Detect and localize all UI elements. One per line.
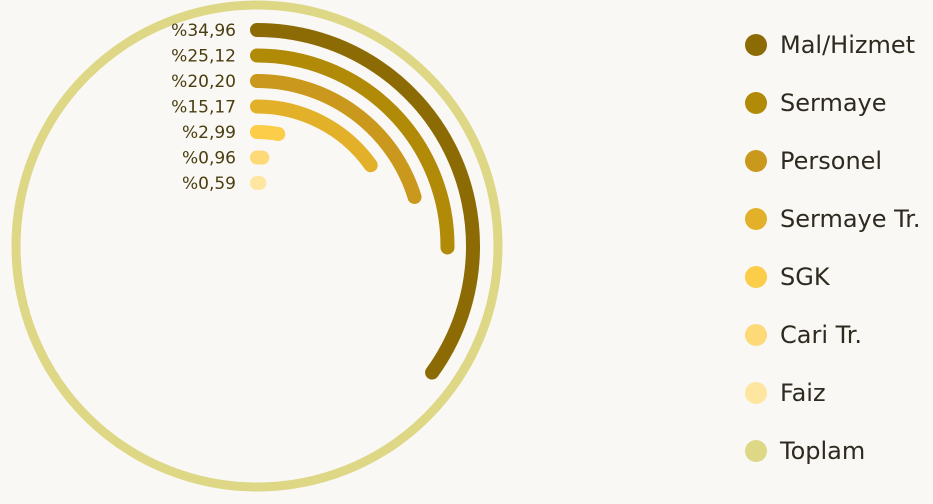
data-label-personel: %20,20	[171, 72, 236, 92]
chart-rings	[16, 5, 498, 487]
data-label-sermaye-tr: %15,17	[171, 98, 236, 118]
legend-label: Sermaye	[780, 89, 887, 117]
data-label-faiz: %0,59	[182, 174, 236, 194]
data-label-sermaye: %25,12	[171, 47, 236, 67]
legend-swatch	[745, 440, 767, 462]
legend-swatch	[745, 266, 767, 288]
legend-swatch	[745, 208, 767, 230]
data-label-cari-tr: %0,96	[182, 149, 236, 169]
legend-swatch	[745, 150, 767, 172]
legend-label: Cari Tr.	[780, 321, 862, 349]
legend-label: Personel	[780, 147, 882, 175]
legend-swatch	[745, 34, 767, 56]
legend-swatch	[745, 324, 767, 346]
legend-label: Toplam	[779, 437, 865, 465]
legend-label: Sermaye Tr.	[780, 205, 921, 233]
legend-item-sgk: SGK	[745, 263, 831, 291]
legend-item-toplam: Toplam	[745, 437, 865, 465]
legend-item-sermaye: Sermaye	[745, 89, 887, 117]
legend-swatch	[745, 92, 767, 114]
data-label-sgk: %2,99	[182, 123, 236, 143]
legend-label: SGK	[780, 263, 831, 291]
arc-sgk	[257, 132, 278, 134]
chart-labels: %34,96 %25,12 %20,20 %15,17 %2,99 %0,96 %0,59	[171, 21, 236, 194]
legend-label: Mal/Hizmet	[780, 31, 915, 59]
legend-item-sermaye-tr: Sermaye Tr.	[745, 205, 921, 233]
legend-item-mal-hizmet: Mal/Hizmet	[745, 31, 915, 59]
legend: Mal/Hizmet Sermaye Personel Sermaye Tr. SGK C…	[745, 31, 921, 465]
data-label-mal-hizmet: %34,96	[171, 21, 236, 41]
legend-item-faiz: Faiz	[745, 379, 826, 407]
legend-item-cari-tr: Cari Tr.	[745, 321, 862, 349]
legend-swatch	[745, 382, 767, 404]
legend-label: Faiz	[780, 379, 826, 407]
legend-item-personel: Personel	[745, 147, 882, 175]
